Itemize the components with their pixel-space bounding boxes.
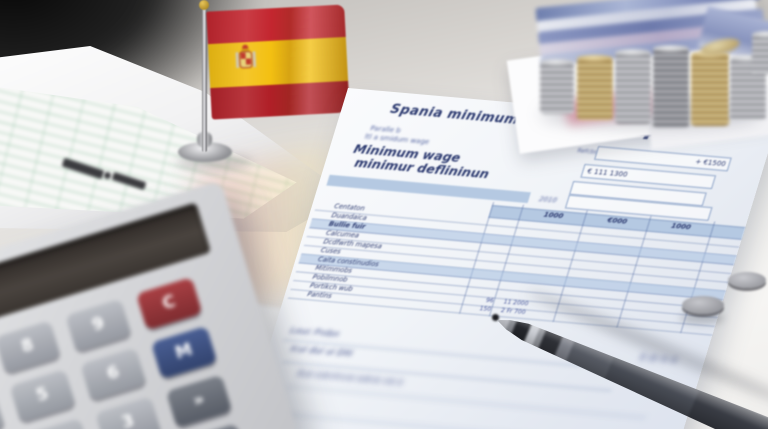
calc-key: 5 — [9, 369, 76, 423]
pen-tip — [492, 314, 499, 321]
flag-base — [178, 142, 232, 162]
flag-fold-shading — [206, 4, 350, 120]
calc-key: 9 — [65, 298, 132, 352]
calc-key-blue: M — [150, 325, 218, 380]
year-band — [326, 174, 531, 204]
calc-key: 6 — [80, 347, 147, 401]
year-value: 2010 — [537, 195, 559, 205]
footer-text: Icui dui ui Dlti — [289, 344, 354, 360]
calc-key: 4 — [0, 390, 6, 429]
laptop-port-dot — [104, 172, 111, 179]
footer-rule — [287, 385, 647, 419]
coin-stack — [540, 59, 574, 114]
amount-field-2-value: € 111 1300 — [586, 167, 629, 179]
flag-pole — [202, 6, 207, 152]
coin-stack — [615, 49, 651, 124]
coin-top — [615, 49, 651, 56]
footer-text: Louc Pnibn — [288, 325, 341, 341]
calc-key: 3 — [95, 396, 162, 429]
coin-stack — [577, 55, 613, 120]
calc-key-dark: » — [165, 374, 233, 428]
coin-top — [730, 55, 766, 62]
coin-top — [752, 31, 768, 38]
coin-top — [653, 45, 689, 52]
flag-finial — [199, 0, 209, 10]
calc-key: 8 — [0, 320, 62, 374]
spain-flag — [206, 4, 350, 120]
coin-top — [577, 55, 613, 62]
coin-shadow — [680, 312, 724, 324]
calc-key-red: C — [135, 277, 203, 331]
coin-stack — [653, 45, 689, 128]
coin — [682, 296, 724, 314]
coin-stack — [752, 31, 768, 74]
calc-key: 2 — [24, 417, 91, 429]
footer-rule — [263, 411, 642, 429]
calc-key-plus: + — [180, 423, 248, 429]
coin-stack — [691, 51, 729, 126]
coin-top — [540, 59, 574, 66]
coin — [728, 272, 766, 288]
amount-field-1-value: + €1500 — [694, 157, 727, 169]
spain-coat-of-arms — [235, 44, 257, 69]
